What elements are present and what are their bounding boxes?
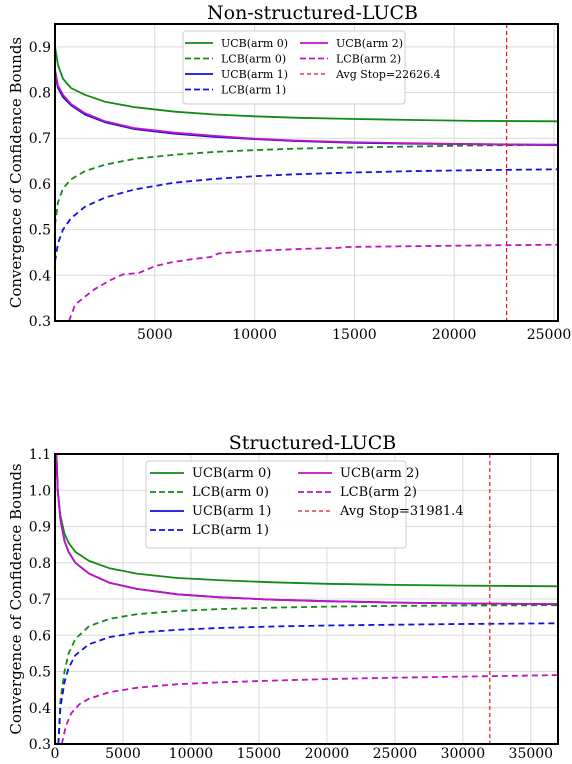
y-tick-label: 0.5: [29, 223, 51, 239]
x-tick-label: 5000: [137, 327, 173, 343]
legend: UCB(arm 0) LCB(arm 0) UCB(arm 1) LCB(arm 1)…: [182, 30, 441, 105]
series-line-3: [55, 168, 558, 262]
legend-label: UCB(arm 2): [336, 37, 403, 50]
series-line-4: [55, 454, 558, 605]
y-tick-label: 0.9: [29, 40, 51, 56]
legend-label: UCB(arm 1): [192, 504, 271, 519]
series-line-0: [55, 46, 558, 123]
series-line-1: [57, 604, 558, 744]
series-line-5: [60, 674, 558, 744]
legend-label: Avg Stop=31981.4: [339, 504, 464, 519]
x-tick-label: 10000: [232, 327, 277, 343]
x-tick-label: 15000: [237, 746, 282, 762]
legend-label: LCB(arm 2): [336, 53, 401, 66]
x-tick-label: 5000: [105, 746, 141, 762]
x-tick-label: 30000: [441, 746, 486, 762]
legend: UCB(arm 0) LCB(arm 0) UCB(arm 1) LCB(arm 1)…: [145, 460, 464, 549]
y-tick-label: 1.1: [29, 447, 51, 463]
x-tick-label: 15000: [332, 327, 377, 343]
series-line-3: [57, 622, 558, 744]
series-line-4: [55, 69, 558, 146]
y-tick-label: 0.9: [29, 520, 51, 536]
y-tick-label: 0.7: [29, 131, 51, 147]
series-line-0: [55, 454, 558, 588]
legend-label: LCB(arm 1): [221, 84, 286, 97]
y-tick-label: 0.3: [29, 314, 51, 330]
legend-label: Avg Stop=22626.4: [335, 68, 441, 81]
legend-label: UCB(arm 2): [340, 466, 419, 481]
x-tick-label: 10000: [169, 746, 214, 762]
plot-frame: [54, 23, 559, 322]
chart-panel-0: Non-structured-LUCB Convergence of Confid…: [7, 2, 571, 343]
x-tick-label: 20000: [432, 327, 477, 343]
series-line-1: [55, 143, 558, 226]
x-tick-label: 25000: [373, 746, 418, 762]
y-tick-label: 0.8: [29, 556, 51, 572]
series-group: [55, 454, 558, 744]
chart-title: Non-structured-LUCB: [207, 2, 418, 24]
y-tick-label: 0.4: [29, 701, 51, 717]
x-tick-label: 25000: [527, 327, 572, 343]
legend-label: LCB(arm 1): [192, 523, 269, 538]
y-axis-label: Convergence of Confidence Bounds: [7, 37, 25, 308]
series-group: [55, 46, 558, 321]
legend-label: LCB(arm 0): [192, 485, 269, 500]
y-tick-label: 0.6: [29, 628, 51, 644]
legend-label: UCB(arm 0): [192, 466, 271, 481]
legend-label: UCB(arm 1): [221, 68, 288, 81]
plot-frame: [54, 453, 559, 745]
legend-box: [182, 30, 406, 105]
y-tick-label: 1.0: [29, 483, 51, 499]
x-tick-label: 0: [51, 746, 60, 762]
x-tick-label: 20000: [305, 746, 350, 762]
y-tick-label: 0.5: [29, 665, 51, 681]
legend-box: [145, 460, 407, 549]
chart-panel-1: Structured-LUCB Convergence of Confidence…: [7, 432, 559, 762]
y-axis-label: Convergence of Confidence Bounds: [7, 463, 25, 734]
legend-label: LCB(arm 2): [340, 485, 417, 500]
y-tick-label: 0.3: [29, 737, 51, 753]
y-tick-label: 0.7: [29, 592, 51, 608]
series-line-5: [68, 243, 558, 321]
legend-label: UCB(arm 0): [221, 37, 288, 50]
y-tick-label: 0.8: [29, 86, 51, 102]
y-tick-label: 0.4: [29, 268, 51, 284]
chart-title: Structured-LUCB: [229, 432, 396, 454]
y-tick-label: 0.6: [29, 177, 51, 193]
legend-label: LCB(arm 0): [221, 53, 286, 66]
x-tick-label: 35000: [509, 746, 554, 762]
